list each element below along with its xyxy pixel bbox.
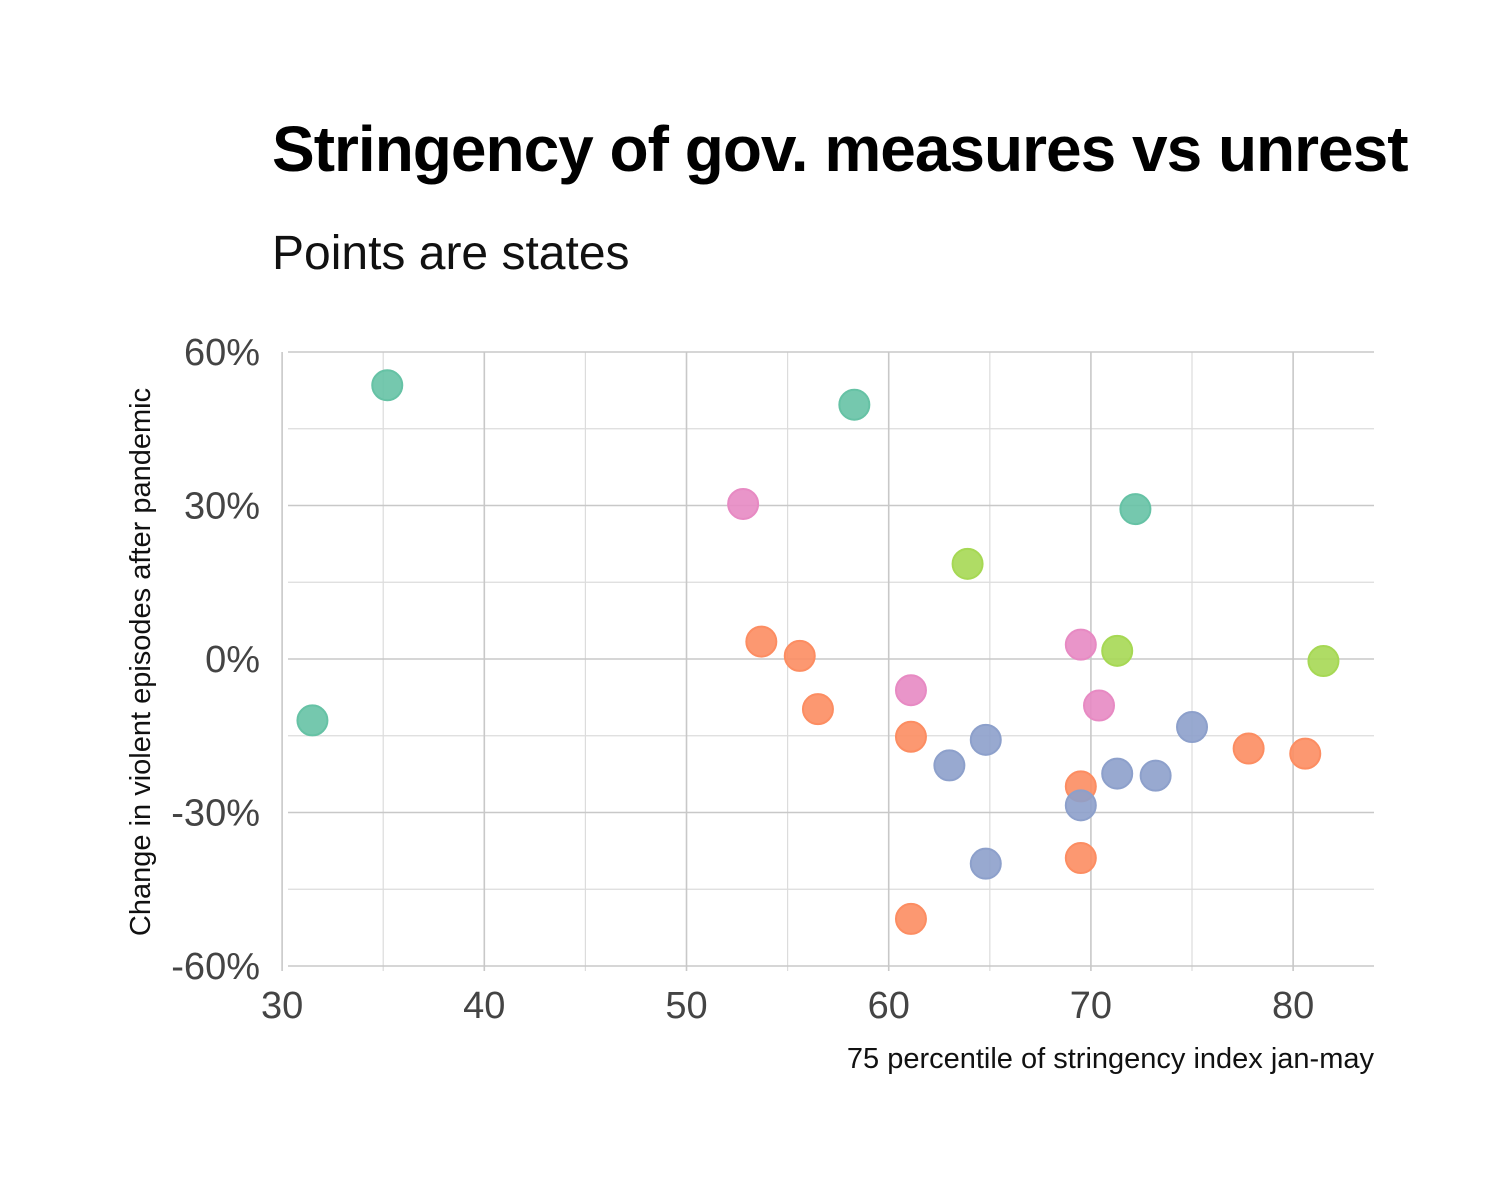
data-point [1119, 493, 1152, 526]
y-axis-title: Change in violent episodes after pandemi… [125, 388, 157, 936]
minor-gridlines [288, 352, 1374, 971]
data-point [745, 625, 778, 658]
data-point [951, 547, 984, 580]
data-point [1289, 737, 1322, 770]
data-point [894, 902, 927, 935]
data-point [933, 749, 966, 782]
data-point [969, 723, 1002, 756]
data-point [1101, 634, 1134, 667]
y-tick-label: 0% [205, 639, 260, 681]
y-tick-label: -60% [171, 946, 260, 988]
x-tick-label: 40 [463, 985, 505, 1027]
data-point [1064, 789, 1097, 822]
y-axis-tick-labels: -60% -30% 0% 30% 60% [171, 332, 260, 988]
data-point [296, 704, 329, 737]
data-point [783, 639, 816, 672]
x-tick-label: 60 [868, 985, 910, 1027]
data-point [1232, 732, 1265, 765]
data-point [727, 487, 760, 520]
chart-title: Stringency of gov. measures vs unrest [272, 113, 1409, 185]
chart-subtitle: Points are states [272, 227, 630, 280]
data-point [1101, 757, 1134, 790]
data-point [1139, 759, 1172, 792]
x-tick-label: 50 [665, 985, 707, 1027]
data-point [1307, 645, 1340, 678]
y-tick-label: 60% [184, 332, 260, 374]
data-points [296, 369, 1340, 935]
major-gridlines [281, 351, 1374, 971]
data-point [801, 693, 834, 726]
x-axis-title: 75 percentile of stringency index jan-ma… [847, 1043, 1375, 1075]
x-tick-label: 70 [1070, 985, 1112, 1027]
data-point [969, 847, 1002, 880]
y-tick-label: 30% [184, 486, 260, 528]
data-point [1064, 842, 1097, 875]
data-point [894, 720, 927, 753]
data-point [1176, 711, 1209, 744]
x-axis-tick-labels: 30 40 50 60 70 80 [261, 985, 1314, 1027]
data-point [894, 674, 927, 707]
data-point [371, 369, 404, 402]
data-point [1064, 628, 1097, 661]
y-tick-label: -30% [171, 793, 260, 835]
data-point [1083, 689, 1116, 722]
x-tick-label: 80 [1272, 985, 1314, 1027]
data-point [838, 388, 871, 421]
x-tick-label: 30 [261, 985, 303, 1027]
